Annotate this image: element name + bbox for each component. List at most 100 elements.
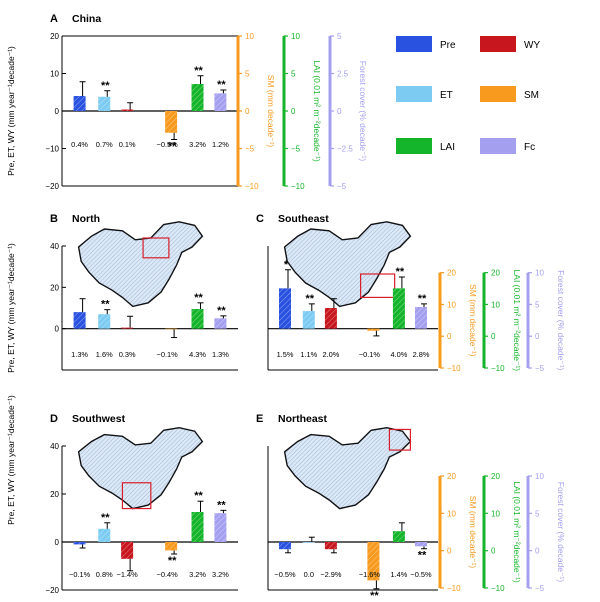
panel-d: D Southwest −20 0 20 40 Pre, ET, WY (mm year⁻¹…: [6, 395, 238, 595]
bar-hatch-sm: [165, 111, 178, 133]
percent-label-fc: 2.8%: [413, 350, 430, 359]
panel-a: A China −20 −10 0 10 20 Pre, ET, WY (mm year⁻¹d…: [6, 13, 368, 191]
highlight-region-box: [121, 482, 152, 510]
lai-tick-label: −5: [291, 145, 301, 154]
bar-hatch-sm: [367, 542, 380, 581]
sm-tick-label: 10: [245, 32, 254, 41]
bar-hatch-fc: [214, 513, 227, 542]
fc-tick-label: −2.5: [337, 145, 353, 154]
bar-hatch-fc: [415, 542, 427, 547]
percent-label-wy: −2.9%: [320, 570, 342, 579]
fc-tick-label: −5: [337, 182, 347, 191]
bar-hatch-pre: [73, 312, 86, 329]
sm-tick-label: 0: [245, 107, 250, 116]
percent-label-lai: 3.2%: [189, 570, 206, 579]
panel-title: Northeast: [278, 413, 328, 425]
bar-hatch-lai: [191, 309, 204, 329]
sm-tick-label: −10: [447, 584, 461, 593]
percent-label-sm: −0.1%: [359, 350, 381, 359]
panel-letter: E: [256, 413, 263, 425]
map-hatching: [284, 427, 411, 509]
legend-label-sm: SM: [524, 90, 539, 101]
bar-hatch-et: [98, 528, 111, 542]
percent-label-wy: −1.4%: [117, 570, 139, 579]
map-hatching: [78, 427, 203, 509]
lai-tick-label: 20: [491, 269, 500, 278]
sm-tick-label: 20: [447, 269, 456, 278]
significance-sm: **: [168, 555, 177, 567]
percent-label-et: 1.1%: [300, 350, 317, 359]
significance-et: **: [101, 80, 110, 92]
bar-hatch-wy: [121, 542, 134, 559]
panel-title: Southeast: [278, 213, 329, 225]
bar-hatch-sm: [165, 328, 178, 330]
fc-tick-label: 0: [535, 547, 540, 556]
fc-tick-label: −5: [535, 364, 545, 373]
bar-hatch-et: [98, 96, 111, 111]
panel-letter: C: [256, 213, 264, 225]
fc-tick-label: 0: [535, 332, 540, 341]
sm-tick-label: −10: [245, 182, 259, 191]
fc-tick-label: 0: [337, 107, 342, 116]
significance-fc: **: [217, 499, 226, 511]
left-axis-label: Pre, ET, WY (mm year⁻¹decade⁻¹): [6, 243, 16, 373]
significance-sm: **: [370, 590, 379, 602]
map-hatching: [78, 221, 203, 307]
china-map: [283, 426, 412, 510]
sm-tick-label: −5: [245, 145, 255, 154]
significance-fc: **: [418, 293, 427, 305]
percent-label-et: 0.0: [304, 570, 314, 579]
bar-hatch-wy: [324, 542, 337, 550]
lai-tick-label: 20: [491, 472, 500, 481]
china-map: [77, 426, 204, 510]
y-tick-label: −10: [45, 145, 59, 154]
legend-swatch-sm: [480, 86, 516, 102]
percent-label-et: 0.8%: [96, 570, 113, 579]
bar-hatch-pre: [73, 96, 86, 111]
y-tick-label: 20: [50, 283, 59, 292]
bar-hatch-lai: [191, 84, 204, 111]
percent-label-fc: 1.2%: [212, 140, 229, 149]
y-tick-label: 0: [55, 538, 60, 547]
percent-label-sm: −0.5%: [157, 140, 179, 149]
significance-lai: **: [194, 490, 203, 502]
panel-c: C Southeast * 1.5% ** 1.1% 2.0% −0.1% ** 4.0% ** 2.…: [256, 213, 566, 373]
legend-label-pre: Pre: [440, 40, 456, 51]
lai-tick-label: 0: [491, 547, 496, 556]
percent-label-wy: 2.0%: [322, 350, 339, 359]
y-tick-label: −20: [45, 182, 59, 191]
y-tick-label: 0: [55, 325, 60, 334]
sm-axis-label: SM (mm decade⁻¹): [468, 496, 478, 569]
y-tick-label: −20: [45, 586, 59, 595]
percent-label-fc: −0.5%: [410, 570, 432, 579]
bar-hatch-fc: [214, 93, 227, 111]
sm-tick-label: 0: [447, 332, 452, 341]
sm-axis-label: SM (mm decade⁻¹): [266, 75, 276, 148]
bar-hatch-et: [302, 542, 315, 543]
bar-hatch-pre: [279, 542, 291, 550]
significance-et: **: [101, 299, 110, 311]
fc-tick-label: 10: [535, 472, 544, 481]
left-axis-label: Pre, ET, WY (mm year⁻¹decade⁻¹): [6, 395, 16, 525]
map-hatching: [284, 221, 411, 307]
significance-lai: **: [396, 266, 405, 278]
significance-sm: **: [168, 141, 177, 153]
highlight-region-box: [388, 428, 411, 451]
legend-label-wy: WY: [524, 40, 540, 51]
sm-tick-label: −10: [447, 364, 461, 373]
lai-tick-label: −10: [491, 364, 505, 373]
fc-axis-label: Forest cover (% decade⁻¹): [556, 482, 566, 583]
percent-label-et: 0.7%: [96, 140, 113, 149]
bar-hatch-et: [98, 314, 111, 329]
percent-label-lai: 3.2%: [189, 140, 206, 149]
bar-hatch-sm: [165, 542, 178, 551]
fc-tick-label: 5: [535, 509, 540, 518]
y-tick-label: 10: [50, 70, 59, 79]
legend-swatch-wy: [480, 36, 516, 52]
china-map: [283, 221, 412, 308]
significance-fc: **: [217, 305, 226, 317]
lai-tick-label: −10: [291, 182, 305, 191]
percent-label-lai: 4.0%: [390, 350, 407, 359]
highlight-region-box: [142, 237, 170, 259]
